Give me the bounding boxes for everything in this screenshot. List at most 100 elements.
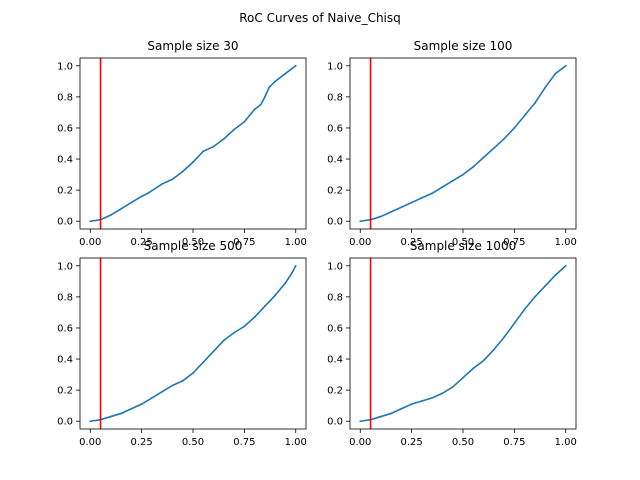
roc-curve-point <box>233 128 235 131</box>
x-tick-label: 0.00 <box>79 237 101 248</box>
y-tick-label: 0.2 <box>327 386 343 397</box>
y-tick-label: 0.4 <box>327 155 343 166</box>
x-tick-label: 0.00 <box>349 237 371 248</box>
roc-curve-point <box>523 308 526 311</box>
y-tick-label: 0.6 <box>327 123 343 134</box>
roc-curve-point <box>151 397 153 399</box>
subplot-title: Sample size 30 <box>147 39 238 53</box>
roc-curve-point <box>222 137 225 140</box>
x-tick-label: 0.25 <box>401 237 423 248</box>
roc-curve-point <box>462 173 464 176</box>
roc-curve-point <box>120 207 122 210</box>
roc-curve-point <box>472 367 475 370</box>
roc-curve-point <box>243 120 246 123</box>
y-tick-label: 0.8 <box>327 92 343 103</box>
roc-curve-point <box>294 64 297 67</box>
roc-curve-point <box>400 407 403 410</box>
x-tick-label: 0.00 <box>79 437 101 448</box>
roc-curve-point <box>146 192 149 195</box>
x-tick-label: 0.75 <box>233 237 255 248</box>
roc-curve-point <box>379 415 382 418</box>
y-tick-label: 0.8 <box>57 292 73 303</box>
roc-curve-point <box>120 412 122 415</box>
roc-curve-point <box>523 114 526 117</box>
roc-curve-point <box>274 80 277 83</box>
roc-curve-point <box>379 215 382 218</box>
y-tick-label: 0.4 <box>57 355 73 366</box>
y-tick-label: 1.0 <box>327 261 343 272</box>
roc-curve-point <box>264 305 266 308</box>
roc-curve-point <box>192 161 194 164</box>
axes-frame <box>79 57 307 230</box>
x-tick-label: 0.25 <box>131 237 153 248</box>
y-tick-label: 0.2 <box>327 186 343 197</box>
roc-curve-point <box>274 294 277 297</box>
roc-curve-point <box>181 170 184 173</box>
roc-curve-point <box>212 350 215 353</box>
x-tick-label: 0.75 <box>503 437 525 448</box>
roc-curve-point <box>268 86 270 89</box>
roc-curve-point <box>492 147 495 150</box>
y-tick-label: 0.6 <box>57 323 73 334</box>
roc-curve-point <box>503 137 505 140</box>
roc-curve-point <box>259 103 262 106</box>
figure-suptitle: RoC Curves of Naive_Chisq <box>239 11 401 25</box>
x-tick-label: 0.00 <box>349 437 371 448</box>
roc-curve-point <box>192 372 194 374</box>
roc-curve-line <box>90 265 297 423</box>
y-tick-label: 0.4 <box>327 355 343 366</box>
roc-curve-point <box>534 295 536 298</box>
roc-curve-point <box>109 214 112 216</box>
y-tick-label: 1.0 <box>57 261 73 272</box>
subplot-1: Sample size 30 0.00 0.25 0.50 0.75 1.00 0.0 0.2… <box>57 39 307 248</box>
roc-curve-point <box>544 285 547 287</box>
x-tick-label: 1.00 <box>555 237 577 248</box>
roc-curve-point <box>472 165 475 168</box>
roc-curve-point <box>212 145 215 148</box>
roc-curve-point <box>222 339 225 342</box>
roc-curve-point <box>109 415 112 418</box>
roc-curve-point <box>181 379 184 382</box>
axes-frame <box>79 257 307 430</box>
subplot-title: Sample size 500 <box>144 239 243 253</box>
roc-curve-point <box>202 361 205 364</box>
roc-curve-point <box>564 64 567 67</box>
roc-curve-point <box>140 403 143 406</box>
roc-curve-point <box>171 384 174 387</box>
roc-curve-point <box>284 281 287 284</box>
y-tick-label: 0.0 <box>57 217 73 228</box>
roc-curve-point <box>554 274 557 276</box>
y-tick-label: 1.0 <box>57 61 73 72</box>
x-tick-label: 0.50 <box>182 237 204 248</box>
roc-curve-point <box>482 156 485 159</box>
y-tick-label: 0.0 <box>327 217 343 228</box>
roc-curve-point <box>451 386 454 388</box>
roc-curve-point <box>89 220 92 223</box>
subplot-3: Sample size 500 0.00 0.25 0.50 0.75 1.00 0.0 0.… <box>57 239 307 448</box>
roc-curve-point <box>421 197 423 199</box>
x-tick-label: 0.50 <box>452 437 474 448</box>
roc-curve-point <box>441 186 444 188</box>
roc-curve-point <box>161 183 164 185</box>
roc-curve-point <box>554 72 557 75</box>
roc-curve-point <box>130 201 133 204</box>
y-tick-label: 0.8 <box>327 292 343 303</box>
roc-curve-point <box>410 201 413 204</box>
y-tick-label: 0.2 <box>57 186 73 197</box>
roc-curve-point <box>253 108 256 111</box>
roc-curve-point <box>390 211 392 213</box>
x-tick-label: 0.50 <box>452 237 474 248</box>
x-tick-label: 0.75 <box>503 237 525 248</box>
y-tick-label: 1.0 <box>327 61 343 72</box>
roc-curve-point <box>290 272 293 275</box>
roc-curve-point <box>441 392 444 395</box>
x-tick-label: 1.00 <box>285 437 307 448</box>
roc-curve-point <box>513 322 516 325</box>
x-tick-label: 0.25 <box>131 437 153 448</box>
x-tick-label: 1.00 <box>555 437 577 448</box>
x-tick-label: 0.25 <box>401 437 423 448</box>
roc-curve-point <box>534 102 536 104</box>
